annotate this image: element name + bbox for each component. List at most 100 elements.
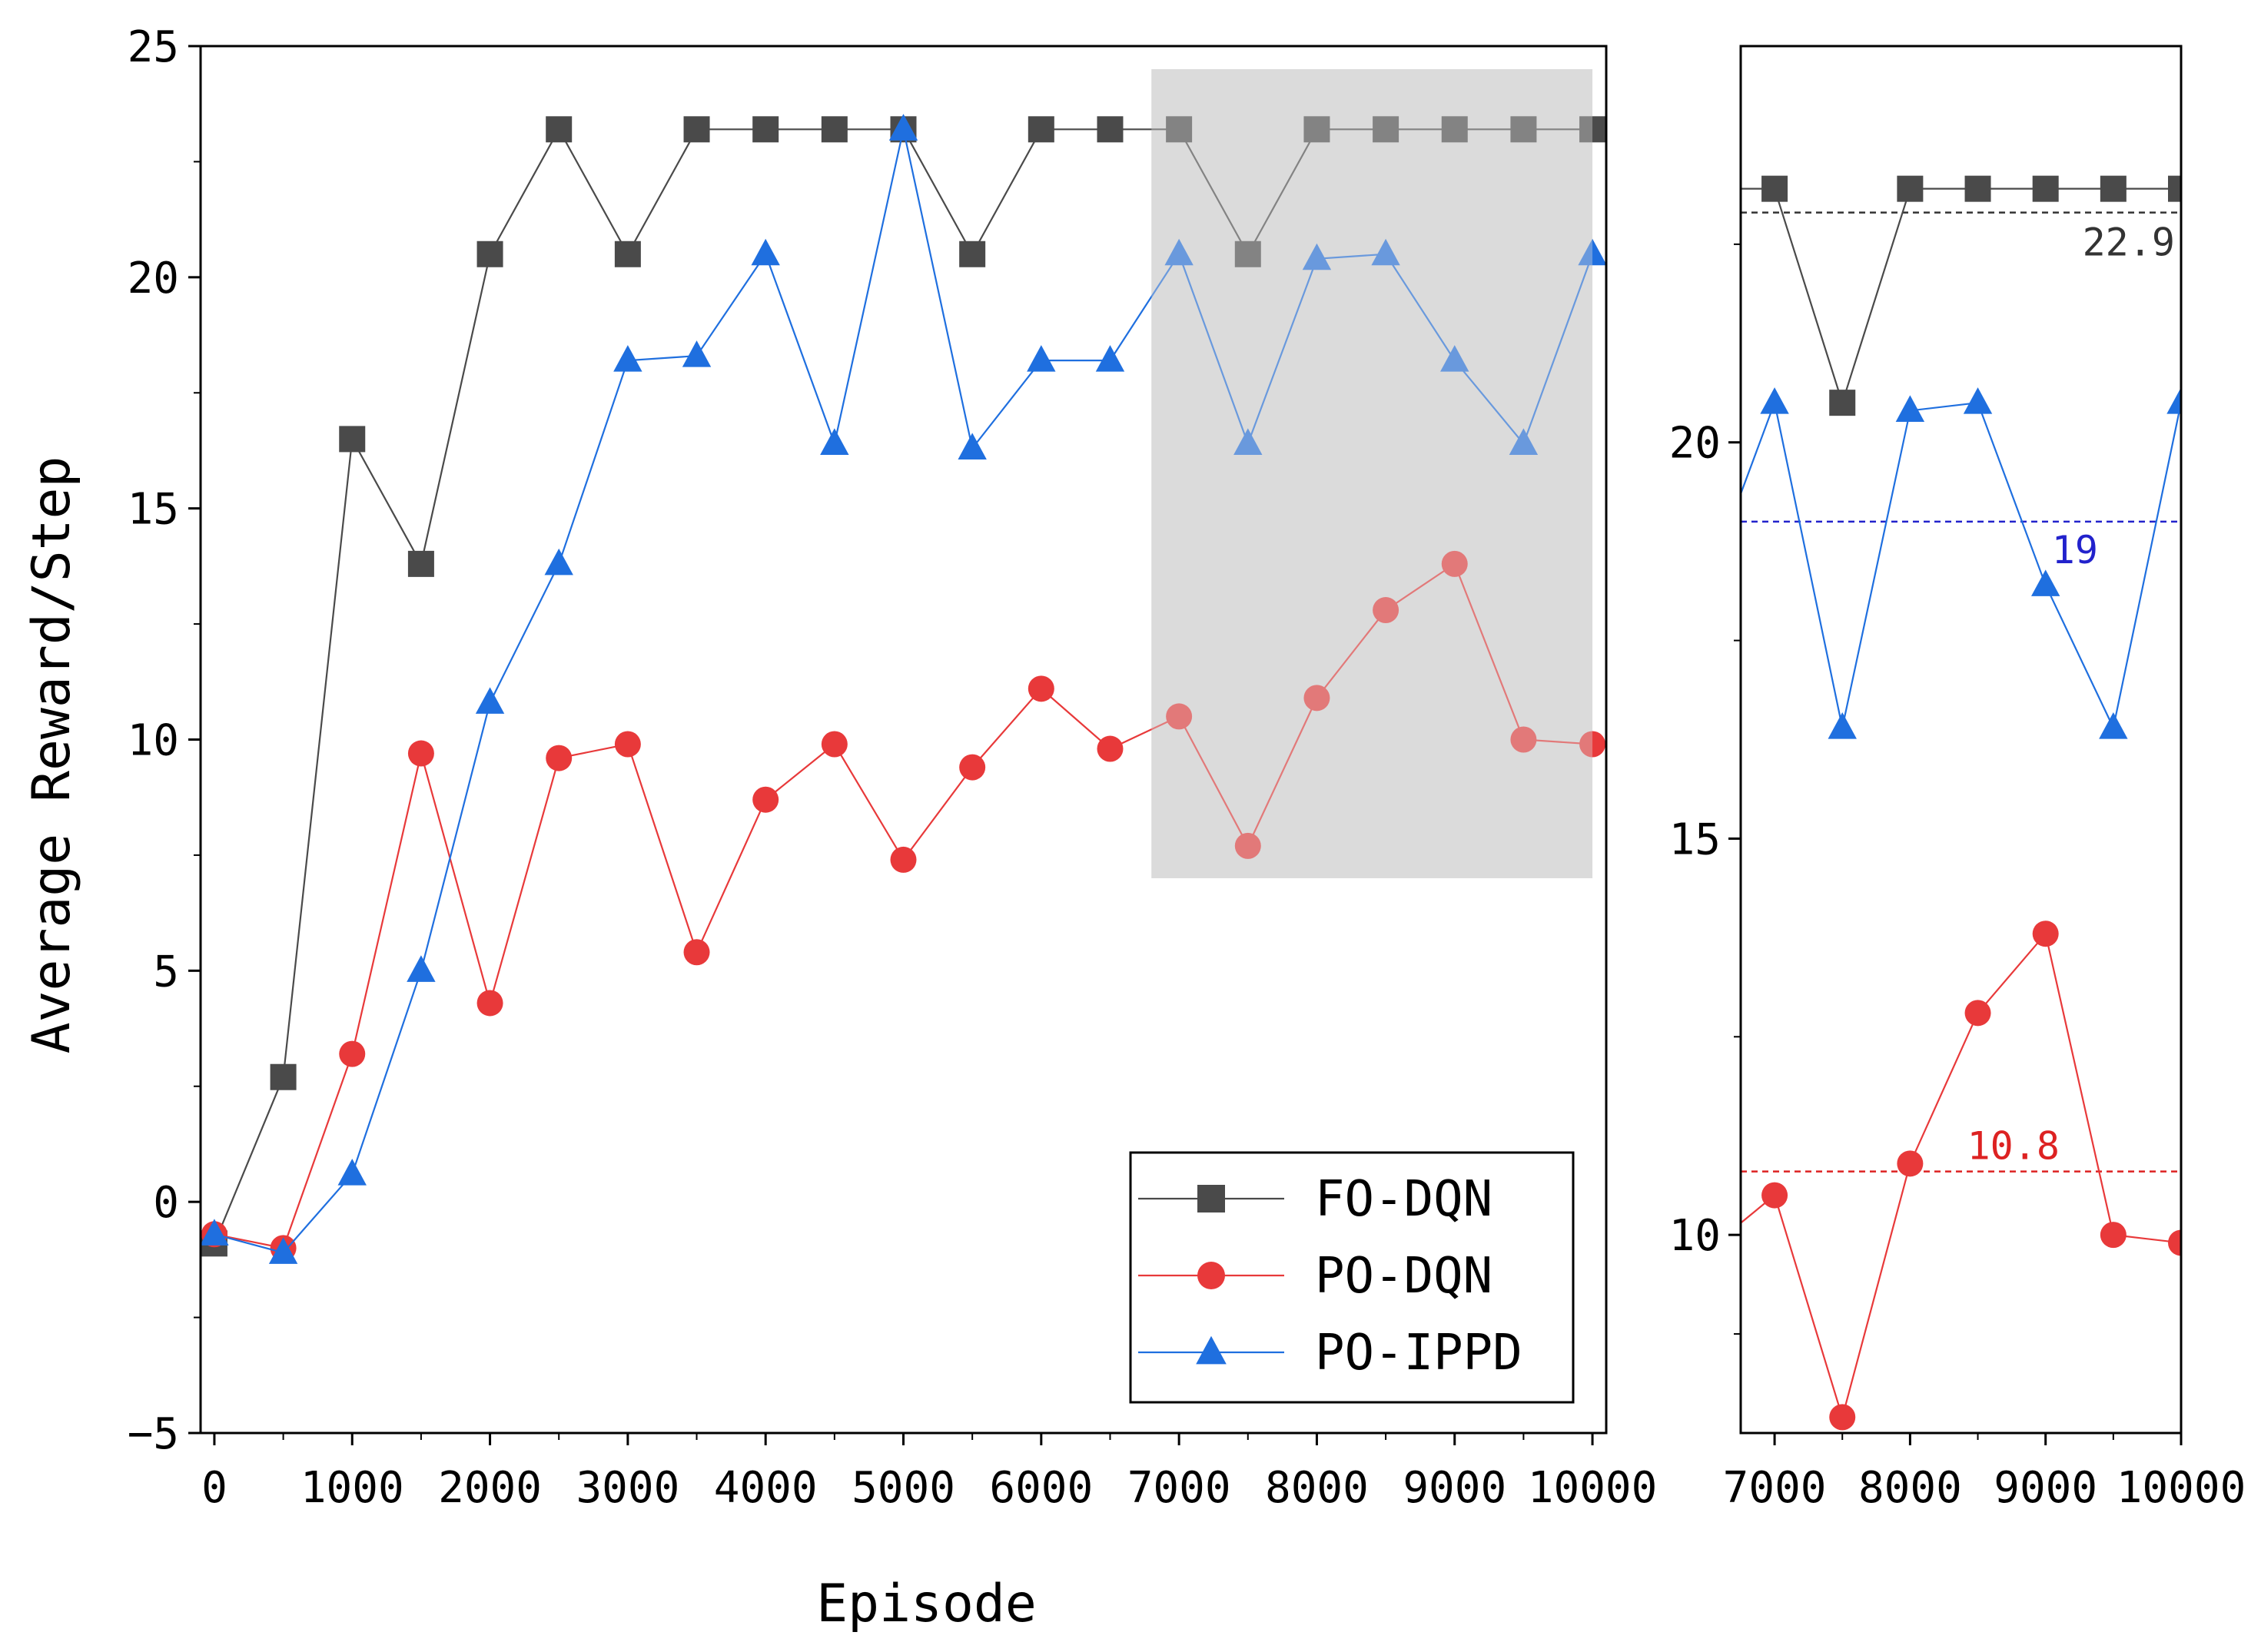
x-tick-label: 5000 [852,1463,955,1513]
point-po-dqn-5000 [890,846,917,873]
point-po-dqn-9500 [1510,726,1537,753]
point-po-dqn-8500 [1373,597,1399,624]
point-po-dqn-1000 [339,1040,366,1067]
inset-point-fo-dqn-9000 [2032,175,2059,202]
inset-x-tick-label: 9000 [1994,1463,2097,1513]
point-fo-dqn-3500 [683,116,710,143]
inset-plot: 22.9 19 10.8 10 15 20 7000 8000 9000 10000 [1669,45,2246,1513]
inset-point-po-ippd-9000 [2030,569,2060,596]
inset-point-po-ippd-7500 [1828,712,1857,739]
legend-marker-po-dqn [1197,1262,1225,1289]
y-axis-title: Average Reward/Step [22,456,82,1054]
point-po-ippd-500 [268,1237,298,1264]
point-po-ippd-6000 [1027,345,1056,372]
inset-point-po-dqn-9500 [2100,1222,2127,1249]
x-tick-label: 9000 [1403,1463,1506,1513]
point-fo-dqn-1500 [407,550,434,577]
point-po-dqn-8000 [1303,685,1330,712]
inset-point-po-dqn-9000 [2032,921,2059,947]
y-tick-label: −5 [128,1409,179,1459]
inset-point-fo-dqn-7500 [1829,390,1856,416]
point-fo-dqn-2500 [546,116,573,143]
x-tick-label: 3000 [576,1463,679,1513]
point-fo-dqn-4000 [752,116,779,143]
y-tick-label: 15 [128,485,179,535]
inset-point-po-dqn-7000 [1761,1182,1788,1209]
y-tick-label: 5 [153,947,179,997]
point-fo-dqn-5500 [959,241,986,267]
point-fo-dqn-3000 [614,241,641,267]
x-tick-label: 8000 [1265,1463,1369,1513]
point-fo-dqn-7000 [1166,116,1193,143]
x-axis-title: Episode [816,1574,1037,1634]
inset-series-line-po-ippd [1741,400,2181,731]
point-po-ippd-9000 [1440,345,1469,372]
point-po-dqn-7000 [1166,703,1193,730]
point-fo-dqn-4500 [821,116,848,143]
legend-label-fo-dqn: FO-DQN [1315,1171,1492,1228]
inset-data [1741,175,2181,1431]
point-po-ippd-5500 [958,433,987,459]
inset-point-po-dqn-8000 [1897,1150,1924,1177]
inset-point-fo-dqn-8500 [1964,175,1991,202]
point-po-ippd-3000 [613,345,642,372]
inset-point-po-ippd-8000 [1895,395,1925,422]
inset-point-po-dqn-7500 [1829,1404,1856,1431]
x-tick-label: 10000 [1528,1463,1658,1513]
legend: FO-DQN PO-DQN PO-IPPD [1129,1151,1575,1404]
point-po-dqn-7500 [1234,832,1261,859]
point-po-ippd-7500 [1233,428,1263,455]
reference-label-po-ippd: 19 [2052,528,2098,572]
point-fo-dqn-6500 [1097,116,1124,143]
point-po-dqn-10000 [1579,731,1606,758]
point-po-ippd-10000 [1578,238,1607,266]
point-po-dqn-9000 [1441,550,1468,577]
inset-point-po-ippd-7000 [1760,387,1789,414]
y-tick-label: 0 [153,1178,179,1228]
point-po-dqn-3000 [614,731,641,758]
reference-label-fo-dqn: 22.9 [2083,221,2175,265]
point-po-ippd-1500 [407,955,436,982]
point-po-dqn-1500 [407,740,434,767]
inset-x-tick-label: 7000 [1723,1463,1827,1513]
point-po-dqn-5500 [959,754,986,781]
legend-label-po-dqn: PO-DQN [1315,1248,1492,1305]
inset-series-line-po-dqn [1741,931,2181,1421]
point-fo-dqn-7500 [1234,241,1261,267]
point-po-dqn-2000 [476,990,503,1017]
legend-marker-fo-dqn [1197,1185,1225,1212]
y-tick-label: 20 [128,254,179,304]
inset-axes-frame [1739,45,2183,1435]
inset-point-fo-dqn-8000 [1897,175,1924,202]
point-po-dqn-4000 [752,786,779,813]
point-po-ippd-1000 [337,1159,367,1186]
point-fo-dqn-1000 [339,426,366,453]
inset-x-tick-label: 10000 [2117,1463,2246,1513]
legend-marker-po-ippd [1196,1335,1227,1365]
point-fo-dqn-6000 [1028,116,1054,143]
point-po-ippd-2500 [544,548,573,576]
inset-point-po-dqn-10000 [2168,1229,2181,1256]
x-tick-label: 7000 [1127,1463,1231,1513]
point-po-ippd-0 [200,1219,229,1246]
point-po-ippd-8000 [1302,243,1332,270]
y-tick-label: 25 [128,22,179,72]
point-po-ippd-4500 [820,428,849,455]
point-po-ippd-6500 [1095,345,1125,372]
x-tick-label: 0 [201,1463,227,1513]
point-fo-dqn-10000 [1579,116,1606,143]
point-po-ippd-4000 [751,238,780,266]
point-po-ippd-3500 [682,340,712,367]
point-po-ippd-7000 [1164,238,1194,266]
point-po-ippd-8500 [1371,238,1400,266]
inset-point-fo-dqn-7000 [1761,175,1788,202]
x-tick-label: 6000 [989,1463,1093,1513]
x-tick-label: 4000 [714,1463,818,1513]
point-fo-dqn-8000 [1303,116,1330,143]
reference-label-po-dqn: 10.8 [1967,1124,2060,1169]
point-fo-dqn-500 [270,1063,297,1090]
inset-point-po-ippd-8500 [1963,387,1993,414]
point-po-ippd-2000 [475,687,505,714]
